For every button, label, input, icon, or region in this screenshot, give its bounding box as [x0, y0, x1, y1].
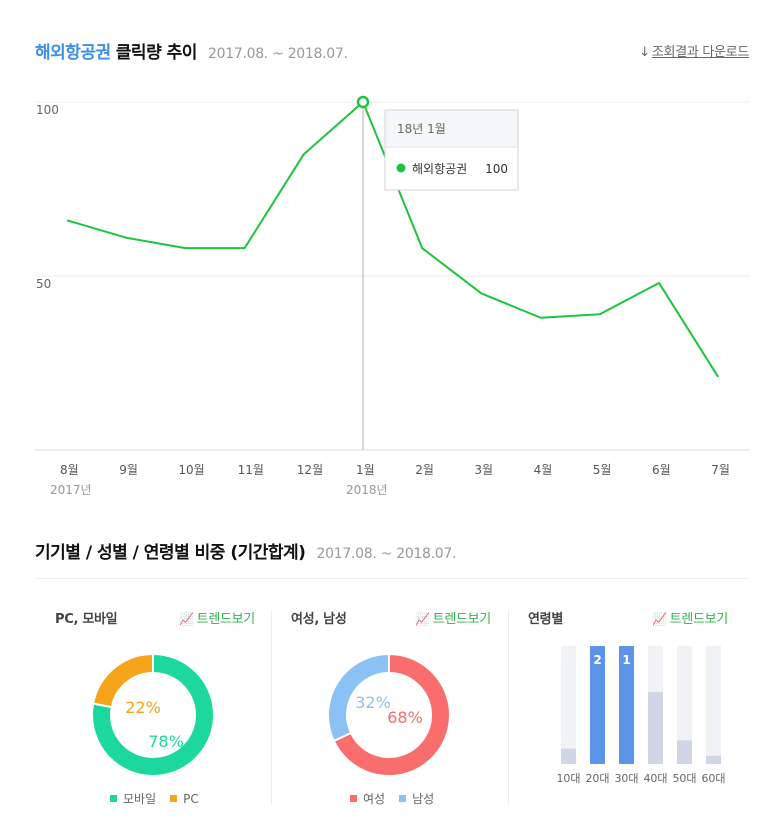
- trend-chart-icon: 📈: [415, 612, 430, 626]
- y-tick-label: 50: [36, 277, 51, 291]
- age-category-label: 20대: [585, 772, 609, 785]
- device-panel-title: PC, 모바일: [55, 612, 118, 627]
- breakdown-title: 기기별 / 성별 / 연령별 비중 (기간합계) 2017.08. ~ 2018…: [35, 538, 456, 563]
- x-tick-label: 1월: [356, 463, 375, 477]
- download-arrow-icon: ↓: [639, 45, 650, 60]
- legend-swatch: [110, 795, 117, 802]
- legend-swatch: [399, 795, 407, 802]
- age-bar-60대[interactable]: [706, 755, 721, 764]
- age-bar-50대[interactable]: [677, 740, 692, 764]
- trend-line-chart: 100 50 8월 9월 10월 11월 12월 1월 2월 3월 4월 5월 6월 7월 2017년 201…: [35, 95, 750, 497]
- age-bar-10대[interactable]: [561, 748, 576, 764]
- tooltip-header: [385, 110, 518, 147]
- age-panel: 연령별 📈 트렌드보기 10대 2 20대 1 30대 40대 50대 60대: [510, 598, 750, 818]
- device-legend: 모바일 PC: [110, 790, 213, 807]
- donut-value-label: 22%: [125, 698, 161, 717]
- panel-divider: [271, 610, 272, 805]
- breakdown-title-text: 기기별 / 성별 / 연령별 비중 (기간합계): [35, 543, 306, 563]
- x-tick-label: 9월: [119, 463, 138, 477]
- gender-panel-title: 여성, 남성: [291, 612, 347, 627]
- x-tick-label: 11월: [238, 463, 264, 477]
- x-tick-label: 7월: [711, 463, 730, 477]
- legend-label: 모바일: [123, 792, 157, 806]
- data-point[interactable]: [356, 95, 370, 109]
- gender-donut-chart: 68%32%: [327, 652, 451, 777]
- age-category-label: 60대: [701, 772, 725, 785]
- gender-panel: 여성, 남성 📈 트렌드보기 68% 32% 여성 남성: [273, 598, 506, 818]
- x-tick-label: 10월: [178, 463, 204, 477]
- age-bar-chart: 10대 2 20대 1 30대 40대 50대 60대: [556, 646, 726, 785]
- age-bar-20대[interactable]: [590, 646, 605, 764]
- trend-button-label: 트렌드보기: [432, 612, 492, 627]
- trend-button-label: 트렌드보기: [196, 612, 256, 627]
- trend-title: 해외항공권 클릭량 추이 2017.08. ~ 2018.07.: [35, 38, 348, 63]
- legend-label: 남성: [412, 792, 435, 806]
- x-tick-label: 2월: [415, 463, 434, 477]
- trend-button-label: 트렌드보기: [669, 612, 729, 627]
- legend-item: 남성: [399, 792, 434, 806]
- legend-label: PC: [183, 792, 199, 806]
- age-category-label: 10대: [556, 772, 580, 785]
- x-tick-label: 5월: [593, 463, 612, 477]
- x-tick-label: 8월: [60, 463, 79, 477]
- keyword-label: 해외항공권: [35, 43, 111, 63]
- age-bar-40대[interactable]: [648, 692, 663, 764]
- legend-label: 여성: [363, 792, 386, 806]
- tooltip-series-name: 해외항공권: [412, 162, 467, 176]
- device-donut-chart: 78% 22%: [91, 652, 215, 777]
- legend-item: 모바일: [110, 792, 156, 806]
- age-category-label: 40대: [643, 772, 667, 785]
- donut-value-label: 68%: [387, 708, 423, 727]
- y-tick-label: 100: [36, 103, 59, 117]
- trend-chart-icon: 📈: [179, 612, 194, 626]
- donut-value-label: 78%: [148, 732, 184, 751]
- donut-slice-여성[interactable]: [332, 652, 451, 777]
- section-divider: [35, 578, 749, 579]
- legend-swatch: [170, 795, 178, 802]
- legend-swatch: [350, 795, 357, 802]
- year-label: 2018년: [346, 483, 388, 497]
- donut-slice-모바일[interactable]: [91, 652, 215, 777]
- year-label: 2017년: [50, 483, 92, 497]
- age-panel-title: 연령별: [528, 612, 563, 627]
- age-trend-button[interactable]: 📈 트렌드보기: [652, 608, 728, 627]
- x-tick-label: 6월: [652, 463, 671, 477]
- x-tick-label: 3월: [474, 463, 493, 477]
- legend-item: PC: [170, 792, 199, 806]
- device-panel: PC, 모바일 📈 트렌드보기 78% 22% 모바일 PC: [37, 598, 270, 818]
- trend-period: 2017.08. ~ 2018.07.: [208, 46, 348, 62]
- age-bar-30대[interactable]: [619, 646, 634, 764]
- x-tick-label: 12월: [297, 463, 323, 477]
- breakdown-period: 2017.08. ~ 2018.07.: [316, 546, 457, 562]
- trend-chart-icon: 📈: [652, 612, 667, 626]
- device-trend-button[interactable]: 📈 트렌드보기: [179, 608, 255, 627]
- panel-divider: [508, 610, 509, 805]
- age-rank-label: 1: [622, 653, 630, 667]
- age-bar-track: [561, 646, 576, 764]
- tooltip-value: 100: [485, 162, 508, 176]
- legend-item: 여성: [350, 792, 385, 806]
- x-tick-label: 4월: [534, 463, 553, 477]
- tooltip-series-dot: [396, 163, 406, 173]
- age-bar-track: [677, 646, 692, 764]
- gender-trend-button[interactable]: 📈 트렌드보기: [415, 608, 491, 627]
- donut-value-label: 32%: [355, 693, 391, 712]
- age-bar-track: [706, 646, 721, 764]
- age-category-label: 50대: [672, 772, 696, 785]
- download-label: 조회결과 다운로드: [651, 45, 749, 60]
- tooltip-date: 18년 1월: [397, 122, 446, 136]
- trend-title-text: 클릭량 추이: [115, 43, 198, 63]
- age-rank-label: 2: [593, 653, 601, 667]
- donut-slice-남성[interactable]: [327, 652, 390, 743]
- download-link[interactable]: ↓ 조회결과 다운로드: [639, 41, 749, 60]
- age-category-label: 30대: [614, 772, 638, 785]
- gender-legend: 여성 남성: [350, 790, 448, 807]
- donut-slice-PC[interactable]: [91, 652, 154, 709]
